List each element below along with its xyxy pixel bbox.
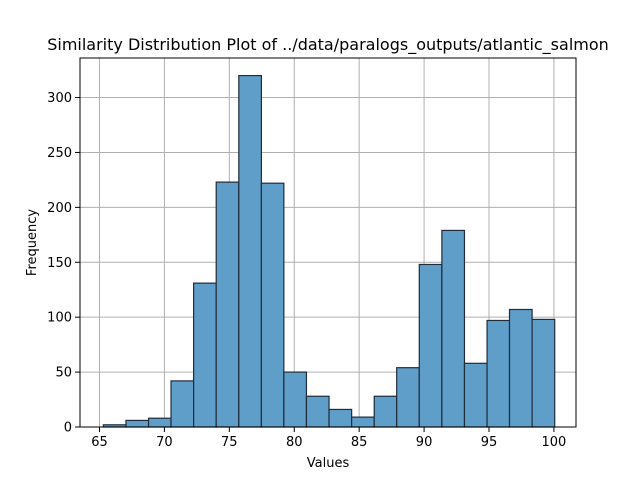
histogram-bar xyxy=(486,319,511,428)
x-tick-label: 65 xyxy=(91,435,108,450)
histogram-bar xyxy=(463,362,488,428)
y-tick-label: 150 xyxy=(47,256,72,271)
x-axis-ticks: 65 70 75 80 85 90 95 100 xyxy=(91,427,566,450)
histogram-bar xyxy=(508,308,533,428)
y-tick-label: 0 xyxy=(64,421,72,436)
histogram-bar xyxy=(373,395,398,428)
histogram-bar xyxy=(396,367,420,428)
histogram-bar xyxy=(147,417,172,428)
histogram-bar xyxy=(418,263,443,428)
x-tick-label: 85 xyxy=(351,435,368,450)
histogram-bar xyxy=(260,182,285,428)
plot-area-frame xyxy=(79,57,577,428)
histogram-bar xyxy=(531,318,556,428)
histogram-bar xyxy=(441,229,466,428)
histogram-bar xyxy=(215,181,240,428)
y-tick-label: 200 xyxy=(47,201,72,216)
x-axis-label: Values xyxy=(307,456,350,471)
histogram-bar xyxy=(170,380,195,428)
y-tick-label: 100 xyxy=(47,311,72,326)
histogram-bar xyxy=(328,408,353,428)
y-axis-label: Frequency xyxy=(25,209,40,276)
histogram-bar xyxy=(305,395,330,428)
chart-title: Similarity Distribution Plot of ../data/… xyxy=(47,35,609,55)
histogram-bar xyxy=(283,371,308,428)
y-tick-label: 50 xyxy=(55,366,72,381)
x-tick-label: 80 xyxy=(286,435,303,450)
x-tick-label: 90 xyxy=(416,435,433,450)
histogram-bars xyxy=(102,74,556,428)
y-tick-label: 250 xyxy=(47,146,72,161)
histogram-bar xyxy=(193,282,217,428)
histogram-bar xyxy=(351,416,375,428)
histogram-bar xyxy=(125,419,150,428)
x-tick-label: 75 xyxy=(221,435,238,450)
x-tick-label: 100 xyxy=(542,435,567,450)
histogram-bar xyxy=(238,74,262,428)
y-axis-ticks: 0 50 100 150 200 250 300 xyxy=(47,91,80,436)
x-tick-label: 70 xyxy=(156,435,173,450)
y-tick-label: 300 xyxy=(47,91,72,106)
x-tick-label: 95 xyxy=(481,435,498,450)
